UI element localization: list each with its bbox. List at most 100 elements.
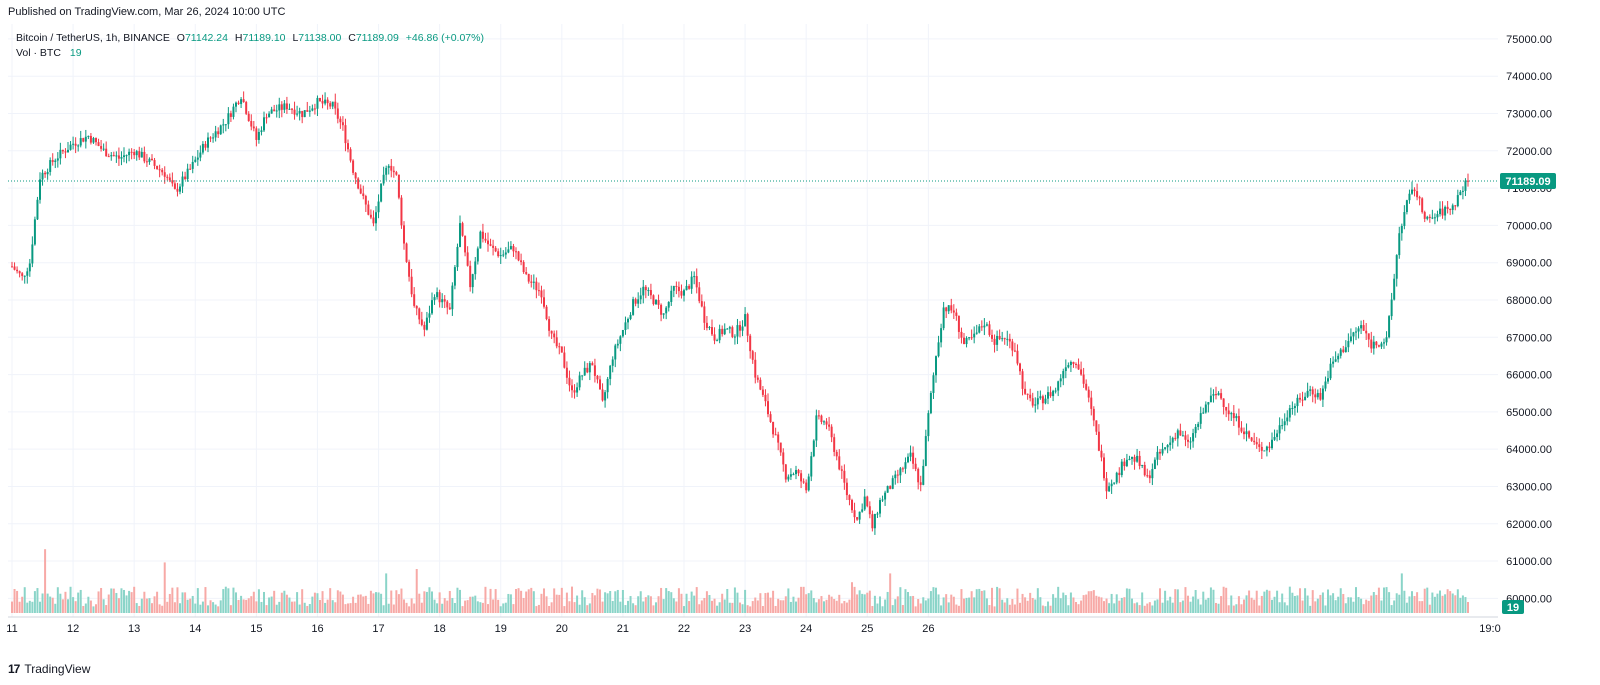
volume-bar — [1222, 586, 1225, 613]
volume-bar — [1146, 603, 1149, 613]
volume-bar — [1197, 599, 1200, 613]
volume-bar — [560, 587, 563, 613]
symbol-title[interactable]: Bitcoin / TetherUS, 1h, BINANCE — [16, 32, 170, 44]
candle-body — [616, 343, 619, 346]
candle-body — [1237, 416, 1240, 428]
volume-bar — [56, 587, 59, 613]
volume-bar — [1090, 591, 1093, 613]
candle-body — [1016, 350, 1019, 364]
candle-body — [484, 238, 487, 241]
candle-body — [1436, 214, 1439, 218]
candle-body — [932, 375, 935, 393]
candle-body — [77, 145, 80, 147]
candle-body — [840, 469, 843, 471]
volume-bar — [1314, 601, 1317, 613]
volume-bar — [1355, 587, 1357, 613]
candle-body — [586, 367, 589, 373]
volume-bar — [848, 599, 851, 613]
volume-bar — [275, 604, 278, 613]
volume-bar — [395, 590, 398, 613]
candle-body — [436, 292, 439, 298]
tradingview-logo[interactable]: 17 TradingView — [8, 662, 90, 676]
candle-body — [28, 263, 31, 272]
candle-body — [59, 149, 62, 159]
candle-body — [1456, 195, 1459, 207]
volume-bar — [224, 586, 227, 613]
volume-bar — [759, 593, 762, 613]
candle-body — [935, 356, 937, 376]
volume-bar — [209, 600, 212, 613]
candle-body — [212, 137, 215, 139]
volume-bar — [1367, 600, 1370, 613]
volume-bar — [1467, 602, 1469, 613]
volume-bar — [527, 589, 530, 613]
candle-body — [158, 169, 161, 171]
candle-body — [588, 363, 591, 373]
candle-body — [367, 204, 370, 215]
candle-body — [1059, 378, 1062, 382]
candle-body — [1159, 451, 1161, 454]
candle-body — [873, 513, 876, 529]
candle-body — [1283, 421, 1286, 426]
volume-bar — [324, 602, 327, 613]
volume-bar — [639, 591, 642, 613]
volume-bar — [326, 599, 329, 613]
volume-bar — [1217, 603, 1220, 613]
candle-body — [665, 307, 668, 314]
candle-body — [901, 468, 904, 470]
volume-bar — [1273, 596, 1276, 613]
candle-body — [1113, 482, 1116, 484]
volume-bar — [268, 597, 271, 613]
volume-legend[interactable]: Vol · BTC 19 — [16, 47, 82, 59]
volume-bar — [1408, 596, 1411, 613]
volume-bar — [44, 549, 47, 613]
candle-body — [100, 146, 103, 149]
volume-bar — [296, 592, 299, 613]
volume-bar — [828, 594, 831, 613]
volume-bar — [792, 596, 795, 613]
volume-bar — [204, 587, 207, 613]
volume-bar — [1095, 595, 1098, 613]
volume-bar — [428, 587, 431, 613]
candle-body — [1146, 475, 1149, 477]
volume-bar — [433, 599, 436, 613]
candle-body — [461, 223, 464, 236]
volume-bar — [250, 596, 253, 613]
volume-bar — [914, 606, 917, 613]
volume-bar — [1019, 602, 1021, 613]
candle-body — [703, 306, 706, 323]
x-tick-label: 11 — [6, 623, 17, 635]
candle-body — [408, 261, 411, 277]
volume-bar — [1464, 597, 1467, 613]
candle-body — [716, 340, 719, 342]
candle-body — [576, 387, 579, 393]
volume-bar — [1451, 593, 1454, 613]
volume-bar — [329, 588, 332, 613]
candle-body — [110, 155, 113, 157]
volume-bar — [1260, 595, 1263, 613]
chart-grid — [8, 24, 1498, 618]
candle-body — [728, 327, 731, 329]
candle-body — [56, 158, 59, 161]
y-tick-label: 66000.00 — [1506, 370, 1552, 382]
candle-body — [578, 375, 581, 388]
volume-bar — [838, 594, 841, 613]
candle-body — [1189, 441, 1192, 443]
volume-bar — [186, 599, 189, 613]
volume-bar — [1209, 587, 1212, 613]
volume-bar — [291, 601, 293, 613]
candle-body — [72, 143, 75, 145]
candle-body — [1403, 212, 1406, 226]
volume-bar — [158, 604, 161, 613]
candle-body — [268, 113, 271, 118]
volume-bar — [408, 606, 411, 613]
ohlc-legend[interactable]: Bitcoin / TetherUS, 1h, BINANCE O71142.2… — [16, 32, 484, 44]
candle-body — [1400, 225, 1403, 234]
candle-body — [884, 492, 887, 500]
volume-bar — [46, 593, 49, 613]
volume-bar — [1339, 588, 1342, 613]
volume-label[interactable]: Vol · BTC — [16, 47, 61, 59]
volume-bar — [739, 602, 741, 613]
candle-body — [1337, 355, 1340, 360]
